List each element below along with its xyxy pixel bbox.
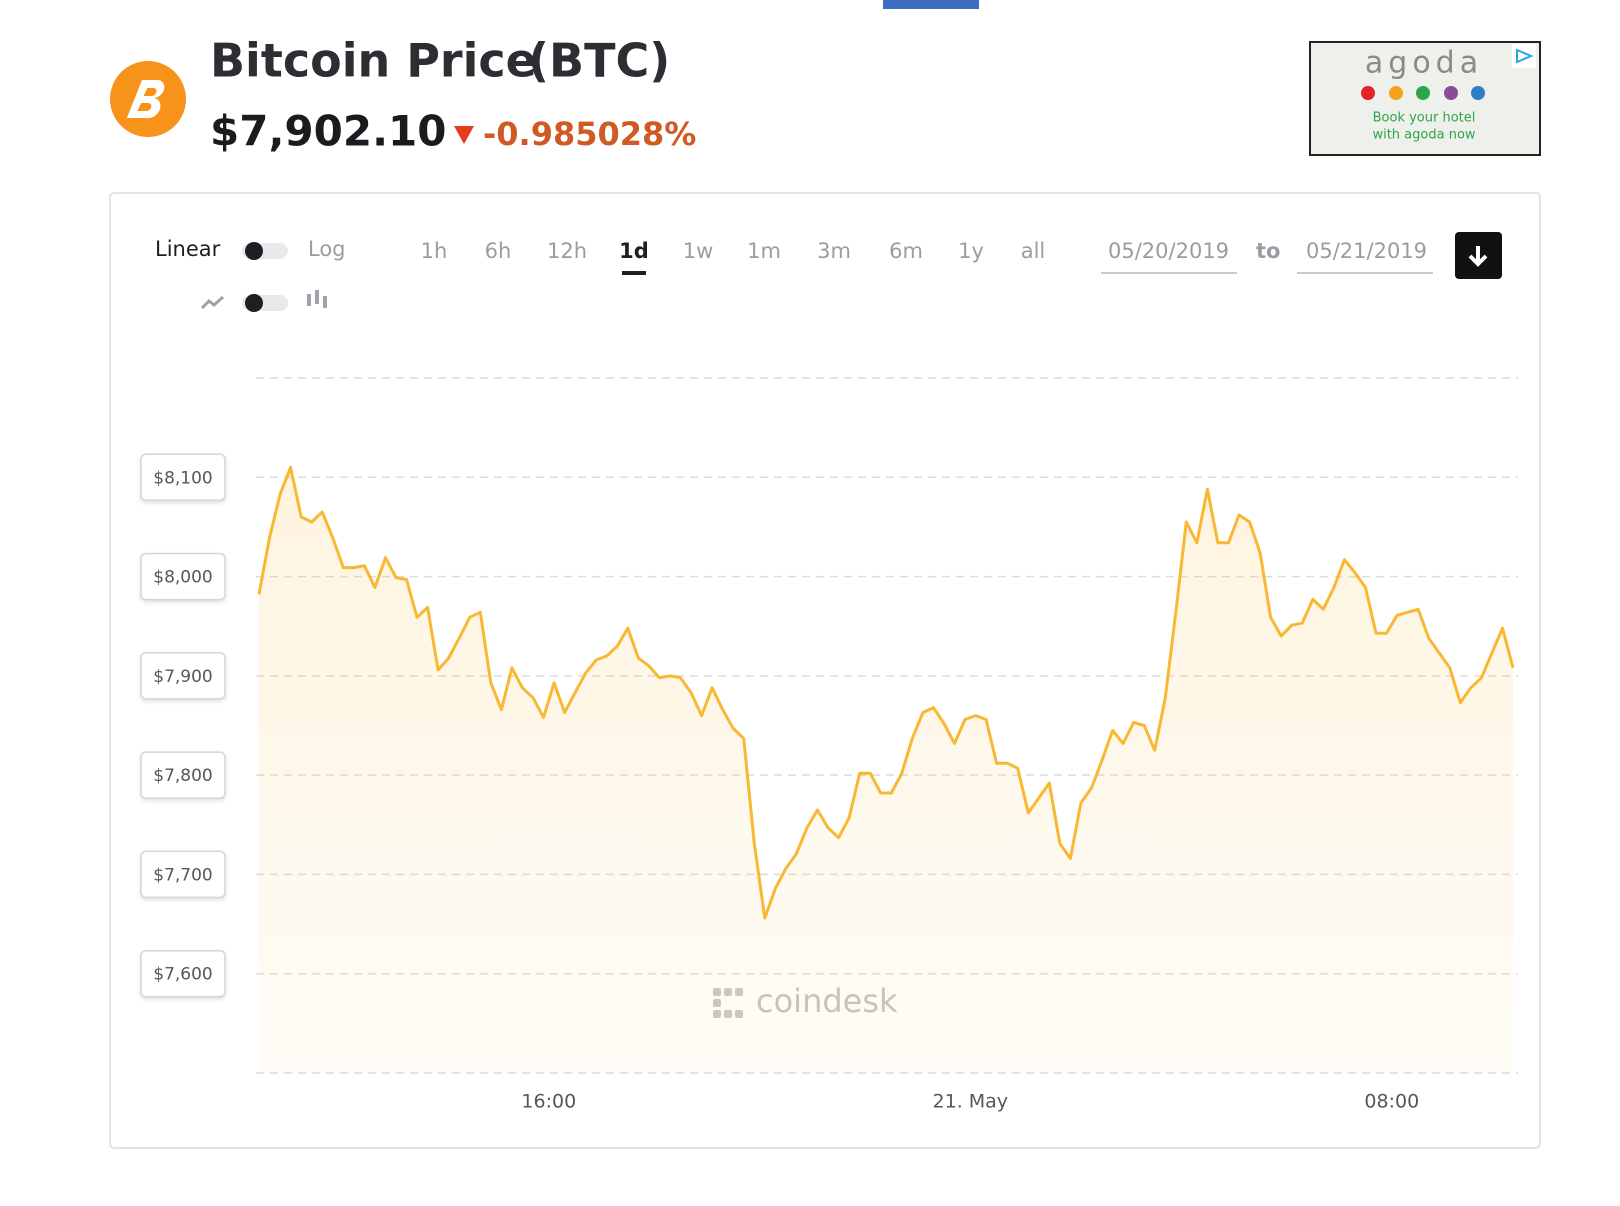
toggle-knob — [245, 242, 263, 260]
range-button[interactable]: 3m — [817, 239, 851, 263]
top-banner — [883, 0, 979, 9]
range-button[interactable]: 1y — [958, 239, 984, 263]
range-button[interactable]: 12h — [547, 239, 587, 263]
y-tick-label: $7,600 — [153, 965, 212, 985]
range-button[interactable]: 1m — [747, 239, 781, 263]
date-sep: to — [1256, 239, 1280, 263]
y-tick-box — [140, 453, 226, 502]
ad-dot — [1444, 86, 1458, 100]
down-arrow — [454, 126, 474, 144]
range-button[interactable]: 6m — [889, 239, 923, 263]
change: -0.985028% — [483, 115, 696, 153]
y-tick-label: $7,700 — [153, 865, 212, 885]
scale-log[interactable]: Log — [308, 237, 346, 261]
price-area — [259, 467, 1513, 1073]
ad-text: with agoda now — [1372, 128, 1475, 143]
x-tick-label: 08:00 — [1364, 1091, 1419, 1113]
ad-dot — [1361, 86, 1375, 100]
ad-dot — [1389, 86, 1403, 100]
y-tick-box — [140, 850, 226, 899]
ad-text: Book your hotel — [1373, 111, 1476, 126]
y-tick-box — [140, 949, 226, 998]
download-arrow — [1468, 246, 1488, 267]
ad-brand: agoda — [1365, 46, 1483, 81]
line-icon[interactable] — [200, 295, 224, 310]
date-to[interactable]: 05/21/2019 — [1306, 239, 1427, 263]
range-active-underline — [622, 271, 646, 275]
y-tick-box — [140, 751, 226, 799]
range-button[interactable]: all — [1021, 239, 1046, 263]
y-tick-box — [140, 652, 226, 700]
title: Bitcoin Price — [210, 34, 537, 88]
symbol: (BTC) — [528, 34, 670, 88]
x-tick-label: 16:00 — [521, 1091, 576, 1113]
toggle-knob — [245, 294, 263, 312]
ad-dot — [1471, 86, 1485, 100]
y-tick-label: $8,100 — [153, 468, 212, 488]
price: $7,902.10 — [210, 107, 446, 156]
range-button[interactable]: 1d — [619, 239, 649, 263]
scale-linear[interactable]: Linear — [155, 237, 221, 261]
range-button[interactable]: 6h — [485, 239, 512, 263]
price-line — [257, 465, 1515, 920]
btc-glyph — [126, 79, 165, 119]
y-tick-label: $7,900 — [153, 667, 212, 687]
y-tick-label: $8,000 — [153, 568, 212, 588]
x-tick-label: 21. May — [933, 1091, 1009, 1113]
y-tick-box — [140, 552, 226, 601]
date-from[interactable]: 05/20/2019 — [1108, 239, 1229, 263]
range-button[interactable]: 1w — [683, 239, 714, 263]
ad-dot — [1416, 86, 1430, 100]
candle-icon[interactable] — [307, 290, 327, 308]
range-button[interactable]: 1h — [421, 239, 448, 263]
ad-play — [1516, 48, 1534, 64]
y-tick-label: $7,800 — [153, 766, 212, 786]
